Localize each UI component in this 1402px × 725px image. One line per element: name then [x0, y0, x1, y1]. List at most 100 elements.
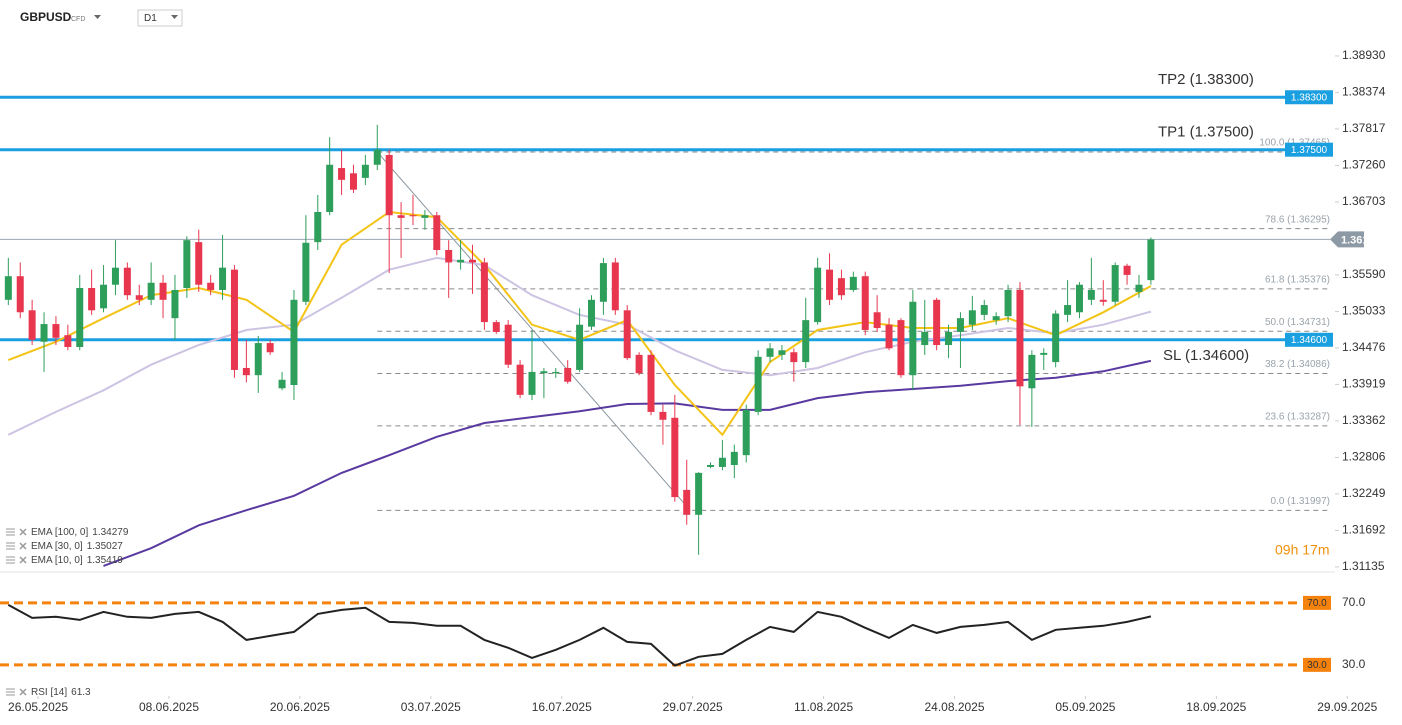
- symbol: GBPUSD: [20, 10, 72, 24]
- candle-body: [1087, 289, 1095, 300]
- candle-body: [88, 288, 96, 311]
- symbol-dropdown[interactable]: [94, 15, 101, 19]
- candle-body: [766, 348, 774, 357]
- y-tick-label: 1.32249: [1342, 486, 1386, 500]
- level-badge-label: 1.34600: [1291, 335, 1328, 346]
- rsi-threshold-badge: [1303, 657, 1331, 672]
- candle-body: [40, 324, 48, 342]
- candle-body: [278, 379, 286, 389]
- candle-body: [611, 262, 619, 311]
- candle-body: [159, 282, 167, 300]
- y-tick-label: 1.33362: [1342, 413, 1386, 427]
- y-tick-label: 1.38930: [1342, 48, 1386, 62]
- candle-body: [945, 331, 953, 346]
- candle-body: [492, 322, 500, 332]
- candle-body: [207, 282, 215, 290]
- candle-body: [1052, 313, 1060, 363]
- candle-body: [397, 215, 405, 218]
- candle-body: [230, 269, 238, 370]
- fib-label: 23.6 (1.33287): [1265, 411, 1330, 422]
- current-price-badge: [1330, 231, 1364, 248]
- candle-body: [290, 299, 298, 386]
- candle-body: [564, 367, 572, 382]
- candle-body: [242, 367, 250, 376]
- x-tick-label: 11.08.2025: [794, 700, 853, 714]
- indicator-legend: EMA [30, 0] 1.35027: [6, 541, 123, 552]
- candle-body: [754, 356, 762, 412]
- candle-body: [826, 269, 834, 300]
- candle-body: [790, 352, 798, 363]
- candle-body: [1004, 289, 1012, 317]
- candle-body: [730, 451, 738, 465]
- legend-value: 1.35419: [87, 555, 124, 566]
- candle-body: [219, 267, 227, 290]
- countdown: 09h 17m: [1275, 542, 1329, 558]
- candle-body: [326, 164, 334, 212]
- x-tick-label: 03.07.2025: [401, 700, 461, 714]
- legend-value: 1.34279: [92, 527, 129, 538]
- candle-body: [552, 371, 560, 374]
- ema-line: [103, 359, 1152, 567]
- candle-body: [861, 276, 869, 330]
- timeframe-select[interactable]: [137, 9, 183, 27]
- legend-name: EMA [100, 0]: [31, 527, 88, 538]
- candle-body: [1064, 305, 1072, 315]
- x-tick-label: 24.08.2025: [924, 700, 984, 714]
- candle-body: [504, 324, 512, 365]
- candle-body: [28, 310, 36, 340]
- candle-body: [349, 173, 357, 190]
- fib-label: 0.0 (1.31997): [1271, 496, 1331, 507]
- candle-body: [111, 267, 119, 285]
- candle-body: [802, 320, 810, 363]
- candle-body: [933, 299, 941, 346]
- legend-text: EMA [10, 0] 1.35419: [31, 555, 123, 566]
- rsi-line: [7, 604, 1152, 667]
- candle-body: [1147, 239, 1155, 281]
- candle-body: [849, 276, 857, 290]
- legend-remove: [19, 556, 27, 564]
- candle-body: [980, 305, 988, 315]
- x-tick-label: 29.07.2025: [663, 700, 723, 714]
- candle-body: [409, 215, 417, 217]
- candle-body: [468, 259, 476, 263]
- y-tick-label: 1.36703: [1342, 194, 1386, 208]
- candle-body: [778, 350, 786, 355]
- header: GBPUSD CFD D1: [20, 9, 183, 27]
- legend-text: EMA [100, 0] 1.34279: [31, 527, 129, 538]
- candle-body: [147, 282, 155, 300]
- fib-label: 38.2 (1.34086): [1265, 359, 1330, 370]
- candle-body: [1040, 352, 1048, 355]
- legend-name: EMA [10, 0]: [31, 555, 83, 566]
- candle-body: [1123, 265, 1131, 275]
- legend-value: 1.35027: [87, 541, 124, 552]
- x-tick-label: 20.06.2025: [270, 700, 330, 714]
- rsi-threshold-badge-label: 30.0: [1307, 660, 1327, 671]
- candle-body: [992, 316, 1000, 321]
- x-tick-label: 29.09.2025: [1317, 700, 1377, 714]
- candle-body: [135, 295, 143, 300]
- y-tick-label: 1.38374: [1342, 85, 1386, 99]
- candle-body: [433, 215, 441, 250]
- x-tick-label: 16.07.2025: [532, 700, 592, 714]
- candle-body: [4, 276, 12, 300]
- candle-body: [873, 312, 881, 328]
- candle-body: [516, 364, 524, 395]
- candle-body: [968, 310, 976, 325]
- candle-body: [956, 318, 964, 332]
- candle-body: [52, 324, 60, 338]
- level-badge: [1285, 332, 1333, 347]
- legend-name: EMA [30, 0]: [31, 541, 83, 552]
- candle-body: [480, 262, 488, 323]
- current-price-label: 1.36131: [1341, 234, 1381, 246]
- candle-body: [671, 417, 679, 498]
- candle-body: [100, 284, 108, 309]
- y-tick-label: 1.37260: [1342, 158, 1386, 172]
- rsi-tick-label: 70.0: [1342, 595, 1366, 609]
- legend-text: RSI [14] 61.3: [31, 687, 91, 698]
- level-badge: [1285, 142, 1333, 157]
- candle-body: [361, 164, 369, 178]
- candle-body: [742, 409, 750, 456]
- legend-remove: [19, 688, 27, 696]
- fib-label: 78.6 (1.36295): [1265, 214, 1330, 225]
